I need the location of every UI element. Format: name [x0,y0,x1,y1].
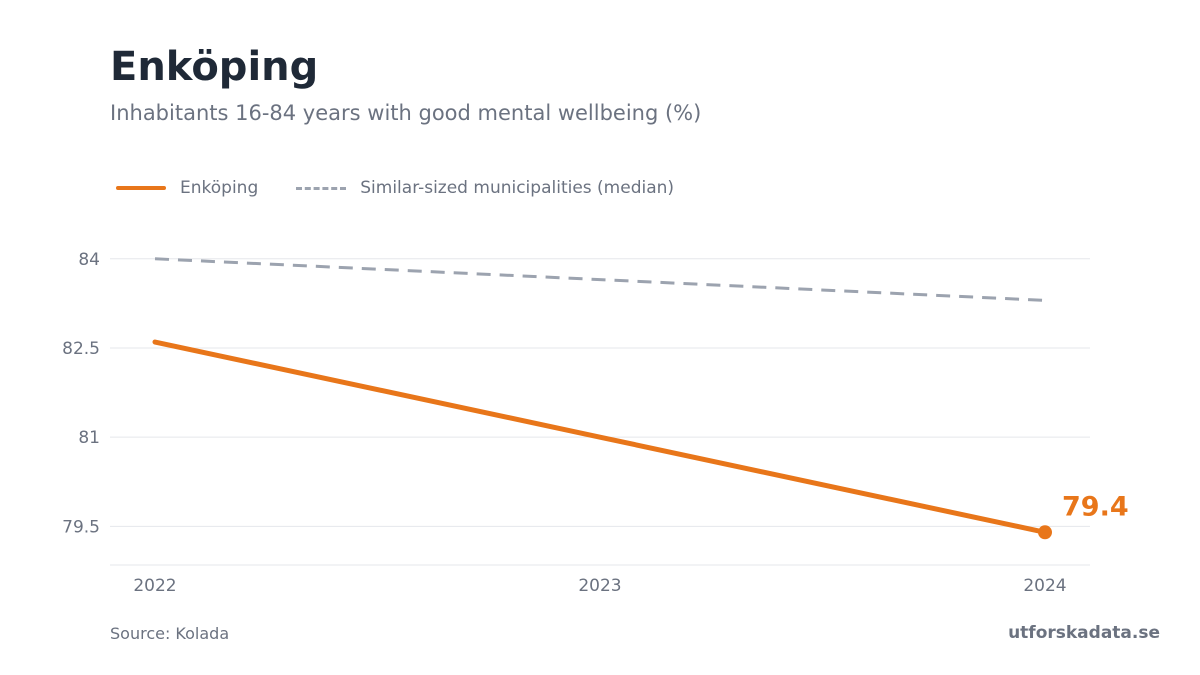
end-value-label: 79.4 [1062,491,1129,522]
y-tick-label: 79.5 [62,517,100,537]
y-tick-label: 84 [78,250,100,270]
legend-swatch-dashed [296,186,347,190]
legend-item-enkoping: Enköping [116,178,258,198]
x-tick-label: 2022 [133,576,176,596]
legend: Enköping Similar-sized municipalities (m… [116,178,712,198]
series-line-median [154,257,1046,302]
chart-subtitle: Inhabitants 16-84 years with good mental… [110,101,702,125]
x-tick-label: 2023 [578,576,621,596]
legend-label-enkoping: Enköping [180,178,259,198]
y-tick-label: 81 [78,428,100,448]
end-point-marker [1038,525,1052,540]
x-tick-label: 2024 [1023,576,1066,596]
chart-title: Enköping [110,44,319,90]
legend-label-median: Similar-sized municipalities (median) [360,178,675,198]
source-note: Source: Kolada [110,624,230,643]
brand-label: utforskadata.se [1008,623,1160,643]
legend-item-median: Similar-sized municipalities (median) [296,178,674,198]
legend-swatch-solid [116,186,166,190]
y-tick-label: 82.5 [62,339,100,359]
series-line-enkoping [152,339,1048,535]
